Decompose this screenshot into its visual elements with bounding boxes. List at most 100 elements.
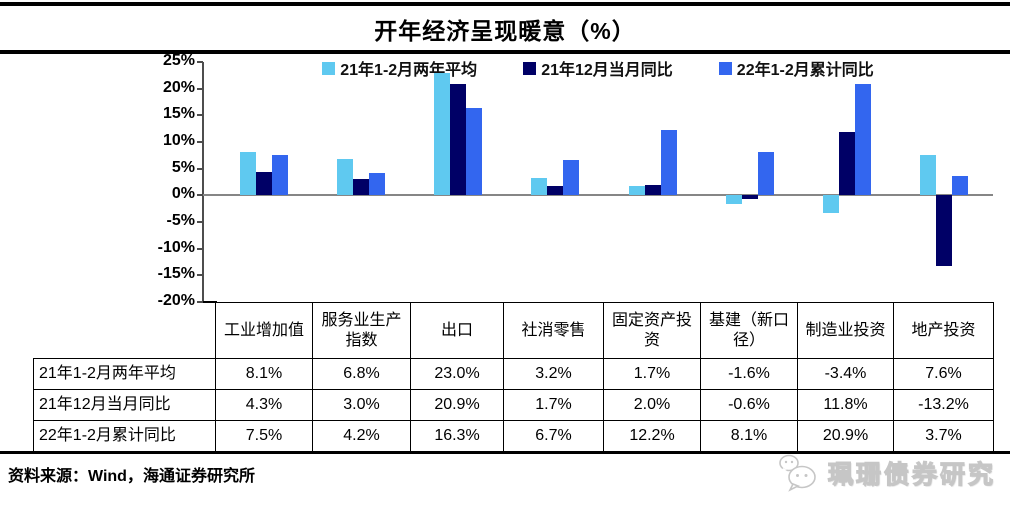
table-column-header: 地产投资 xyxy=(893,302,994,359)
table-cell: 20.9% xyxy=(410,389,504,421)
bar-1-7 xyxy=(823,195,840,214)
legend-label: 21年1-2月两年平均 xyxy=(340,62,478,79)
table-row: 22年1-2月累计同比 7.5% 4.2% 16.3% 6.7% 12.2% 8.1% 20.… xyxy=(33,420,994,452)
table-cell: 11.8% xyxy=(797,389,894,421)
y-tick-label: 0% xyxy=(171,185,195,203)
y-tick-label: 15% xyxy=(162,105,195,123)
bar-2-7 xyxy=(839,132,856,196)
table-row-header: 22年1-2月累计同比 xyxy=(33,420,216,452)
table-cell: 4.3% xyxy=(215,389,313,421)
legend-item: 22年1-2月累计同比 xyxy=(718,56,874,80)
table-cell: 12.2% xyxy=(603,420,701,452)
table-corner-cell xyxy=(33,302,216,359)
table-cell: 7.5% xyxy=(215,420,313,452)
bar-2-6 xyxy=(741,195,758,199)
top-divider xyxy=(0,2,1010,6)
watermark: 珮珊债券研究 xyxy=(776,453,996,493)
bar-2-2 xyxy=(352,179,369,196)
bar-2-5 xyxy=(644,184,661,196)
table-cell: -0.6% xyxy=(700,389,798,421)
chart-legend: 21年1-2月两年平均 21年12月当月同比 22年1-2月累计同比 xyxy=(203,56,993,80)
table-column-header: 固定资产投资 xyxy=(603,302,701,359)
bar-2-4 xyxy=(547,186,564,196)
zero-baseline xyxy=(203,194,993,196)
bar-2-8 xyxy=(936,195,953,266)
bar-3-4 xyxy=(563,159,580,196)
bar-1-1 xyxy=(239,152,256,196)
bar-1-2 xyxy=(336,159,353,196)
table-column-header: 基建（新口径） xyxy=(700,302,798,359)
y-tick-mark xyxy=(197,61,203,63)
legend-item: 21年1-2月两年平均 xyxy=(322,56,477,80)
bar-1-8 xyxy=(920,154,937,196)
table-cell: 1.7% xyxy=(503,389,604,421)
table-column-header: 社消零售 xyxy=(503,302,604,359)
legend-swatch-icon xyxy=(523,61,537,75)
table-cell: 1.7% xyxy=(603,358,701,390)
y-tick-label: 25% xyxy=(162,52,195,69)
table-cell: 3.2% xyxy=(503,358,604,390)
y-tick-label: 20% xyxy=(162,78,195,96)
table-column-header: 出口 xyxy=(410,302,504,359)
source-note: 资料来源：Wind，海通证券研究所 xyxy=(8,468,255,485)
y-tick-mark xyxy=(197,87,203,90)
legend-label: 21年12月当月同比 xyxy=(541,62,673,79)
y-tick-mark xyxy=(197,247,203,250)
y-tick-label: 5% xyxy=(171,158,195,176)
table-row: 21年12月当月同比 4.3% 3.0% 20.9% 1.7% 2.0% -0.6% 11.8… xyxy=(33,389,994,421)
y-tick-mark xyxy=(197,167,203,170)
table-cell: 8.1% xyxy=(700,420,798,452)
bar-3-7 xyxy=(855,83,872,196)
bar-1-6 xyxy=(725,195,742,204)
y-tick-mark xyxy=(197,194,203,197)
table-header-row: 工业增加值 服务业生产指数 出口 社消零售 固定资产投资 基建（新口径） 制造业投资 地产投资 xyxy=(33,302,994,359)
y-tick-label: -5% xyxy=(166,212,195,229)
legend-swatch-icon xyxy=(718,61,732,75)
bar-2-1 xyxy=(255,172,272,196)
y-tick-mark xyxy=(197,221,203,223)
bar-3-8 xyxy=(952,175,969,196)
title-divider xyxy=(0,50,1010,54)
chart-title: 开年经济呈现暖意（%） xyxy=(374,18,636,44)
bar-3-1 xyxy=(271,155,288,196)
table-cell: -13.2% xyxy=(893,389,994,421)
bar-3-2 xyxy=(368,172,385,196)
table-column-header: 制造业投资 xyxy=(797,302,894,359)
table-cell: 8.1% xyxy=(215,358,313,390)
table-cell: 23.0% xyxy=(410,358,504,390)
axis-foot-segment xyxy=(203,301,217,303)
bar-3-5 xyxy=(660,130,677,196)
bar-1-5 xyxy=(628,186,645,196)
y-tick-mark xyxy=(197,274,203,277)
y-tick-label: -15% xyxy=(157,265,195,283)
chart-data-table: 工业增加值 服务业生产指数 出口 社消零售 固定资产投资 基建（新口径） 制造业投资 地产投资… xyxy=(33,302,994,452)
table-cell: -1.6% xyxy=(700,358,798,390)
y-tick-mark xyxy=(197,301,203,303)
bar-3-6 xyxy=(757,152,774,196)
legend-label: 22年1-2月累计同比 xyxy=(736,62,874,79)
table-cell: 16.3% xyxy=(410,420,504,452)
table-cell: 6.7% xyxy=(503,420,604,452)
table-cell: -3.4% xyxy=(797,358,894,390)
y-tick-mark xyxy=(197,141,203,143)
bar-2-3 xyxy=(450,83,467,196)
bar-1-4 xyxy=(531,178,548,196)
table-cell: 6.8% xyxy=(312,358,411,390)
y-tick-label: 10% xyxy=(162,132,195,149)
table-cell: 4.2% xyxy=(312,420,411,452)
table-column-header: 工业增加值 xyxy=(215,302,313,359)
table-cell: 2.0% xyxy=(603,389,701,421)
table-row-header: 21年1-2月两年平均 xyxy=(33,358,216,390)
bar-3-3 xyxy=(466,108,483,196)
bottom-divider xyxy=(0,451,1010,454)
table-row: 21年1-2月两年平均 8.1% 6.8% 23.0% 3.2% 1.7% -1.6% -3.… xyxy=(33,358,994,390)
table-column-header: 服务业生产指数 xyxy=(312,302,411,359)
table-cell: 3.7% xyxy=(893,420,994,452)
table-cell: 7.6% xyxy=(893,358,994,390)
table-row-header: 21年12月当月同比 xyxy=(33,389,216,421)
legend-swatch-icon xyxy=(322,61,336,75)
table-cell: 3.0% xyxy=(312,389,411,421)
bar-1-3 xyxy=(434,72,451,196)
legend-item: 21年12月当月同比 xyxy=(523,56,673,80)
